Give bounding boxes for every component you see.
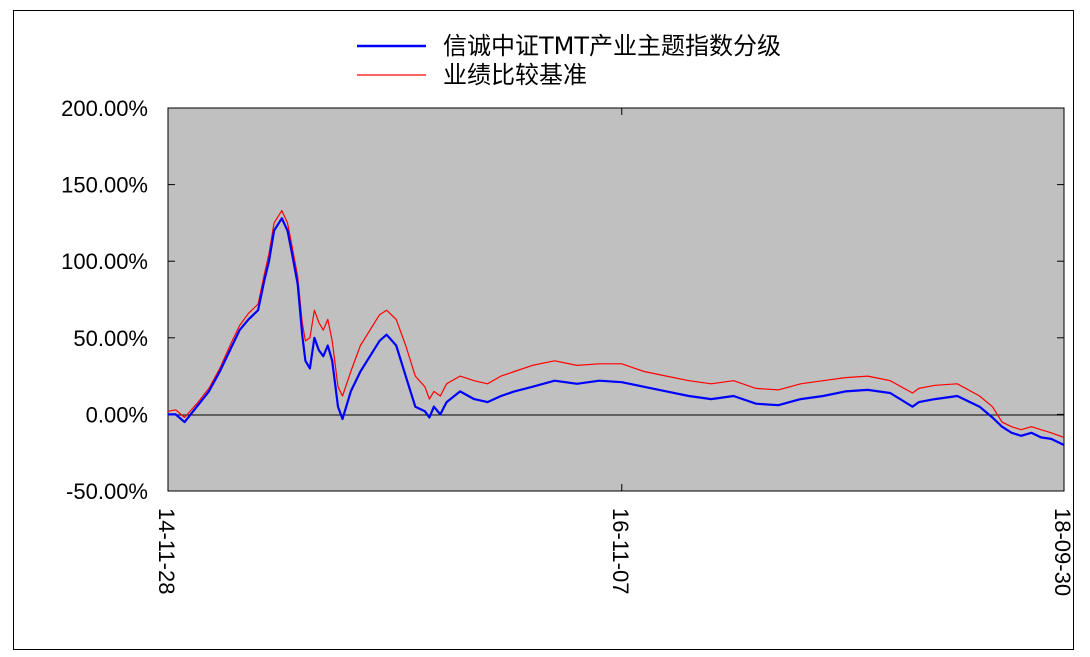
x-tick-label: 16-11-07 bbox=[608, 508, 633, 594]
y-axis: 200.00% 150.00% 100.00% 50.00% 0.00% -50.00% bbox=[61, 96, 1064, 504]
series-line-tmt-fund bbox=[168, 217, 1065, 446]
legend-label-benchmark: 业绩比较基准 bbox=[443, 61, 587, 89]
series-layer bbox=[167, 210, 1065, 446]
x-axis: 14-11-28 16-11-07 18-09-30 bbox=[154, 108, 1075, 596]
x-tick-label: 14-11-28 bbox=[154, 508, 179, 594]
y-tick-label: 150.00% bbox=[61, 173, 148, 198]
y-tick-label: -50.00% bbox=[66, 479, 148, 504]
legend-label-tmt-fund: 信诚中证TMT产业主题指数分级 bbox=[443, 32, 781, 60]
y-tick-label: 200.00% bbox=[61, 96, 148, 121]
y-tick-label: 0.00% bbox=[86, 402, 148, 427]
series-line-benchmark bbox=[167, 210, 1065, 438]
y-tick-label: 100.00% bbox=[61, 249, 148, 274]
plot-area bbox=[167, 107, 1065, 492]
y-tick-label: 50.00% bbox=[73, 326, 148, 351]
legend: 信诚中证TMT产业主题指数分级 业绩比较基准 bbox=[357, 32, 781, 89]
x-tick-label: 18-09-30 bbox=[1050, 508, 1075, 596]
